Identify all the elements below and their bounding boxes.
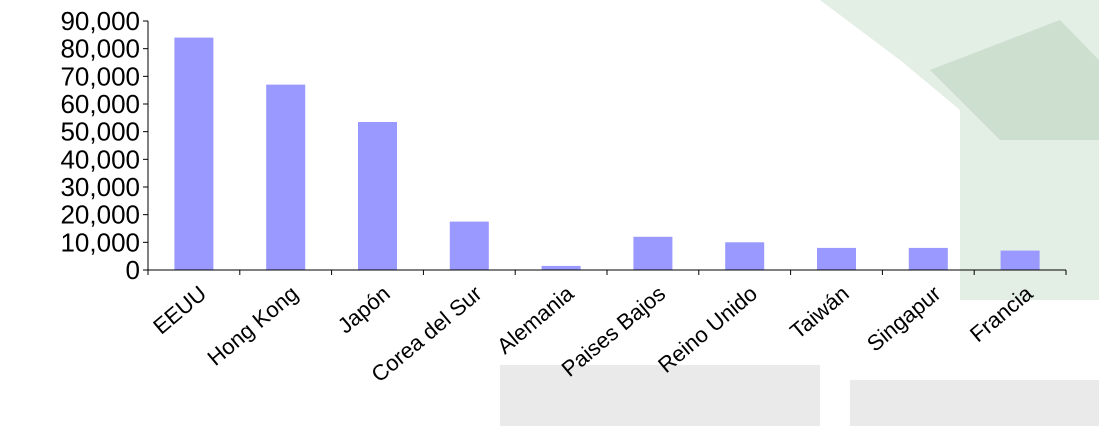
background-watermark <box>500 0 1099 426</box>
x-tick-label: Reino Unido <box>653 281 762 378</box>
y-tick-label: 30,000 <box>60 172 140 202</box>
bar-alemania <box>541 265 581 270</box>
y-tick-label: 70,000 <box>60 61 140 91</box>
bar-singapur <box>908 247 948 270</box>
y-tick-label: 0 <box>126 255 140 285</box>
bar-corea-del-sur <box>449 221 489 270</box>
x-tick-label: Taiwán <box>785 281 854 344</box>
x-tick-label: Alemania <box>492 280 579 359</box>
bar-taiw-n <box>817 247 856 270</box>
y-tick-label: 90,000 <box>60 6 140 36</box>
y-tick-label: 20,000 <box>60 200 140 230</box>
y-tick-label: 80,000 <box>60 34 140 64</box>
y-tick-label: 40,000 <box>60 144 140 174</box>
x-tick-label: EEUU <box>148 281 211 339</box>
bar-reino-unido <box>725 242 765 270</box>
bar-jap-n <box>358 122 397 270</box>
bar-hong-kong <box>266 84 306 270</box>
y-tick-label: 60,000 <box>60 89 140 119</box>
x-tick-label: Singapur <box>862 281 946 357</box>
x-tick-label: Japón <box>333 281 395 339</box>
y-tick-label: 10,000 <box>60 227 140 257</box>
x-tick-label: Hong Kong <box>203 281 303 371</box>
bar-paises-bajos <box>633 236 673 270</box>
bar-francia <box>1000 250 1040 270</box>
bar-eeuu <box>174 37 214 270</box>
y-tick-label: 50,000 <box>60 117 140 147</box>
